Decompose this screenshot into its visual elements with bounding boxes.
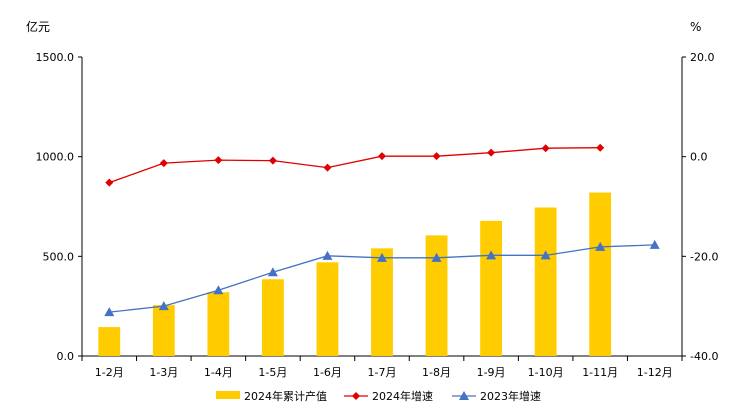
x-tick-label: 1-8月 — [422, 366, 451, 379]
x-tick-label: 1-12月 — [637, 366, 673, 379]
x-tick-label: 1-4月 — [204, 366, 233, 379]
x-axis-ticks: 1-2月 1-3月 1-4月 1-5月 1-6月 1-7月 1-8月 1-9月 1-10月 1-1… — [81, 356, 683, 379]
x-tick-label: 1-2月 — [95, 366, 124, 379]
bar-series — [98, 192, 612, 356]
triangle-marker — [486, 250, 497, 260]
left-tick-label: 0.0 — [57, 350, 75, 363]
bar — [589, 192, 612, 356]
x-tick-label: 1-11月 — [582, 366, 618, 379]
triangle-marker — [595, 241, 606, 251]
x-tick-label: 1-9月 — [477, 366, 506, 379]
triangle-marker — [431, 252, 442, 262]
bar — [316, 262, 339, 356]
right-axis-unit: % — [690, 20, 701, 34]
left-tick-label: 1000.0 — [36, 151, 75, 164]
series-line — [109, 147, 601, 184]
x-tick-label: 1-10月 — [528, 366, 564, 379]
bar — [534, 207, 557, 356]
bar — [262, 279, 284, 356]
right-tick-label: -20.0 — [690, 250, 718, 263]
triangle-marker — [377, 252, 387, 262]
diamond-marker — [378, 152, 386, 161]
bar — [425, 235, 448, 356]
right-tick-label: 20.0 — [690, 51, 715, 64]
diamond-marker — [541, 144, 550, 153]
bar — [207, 292, 230, 356]
legend-label: 2024年增速 — [372, 389, 433, 403]
bar — [371, 248, 393, 356]
legend: 2024年累计产值 2024年增速 2023年增速 — [216, 389, 541, 403]
diamond-marker — [214, 156, 223, 165]
x-tick-label: 1-6月 — [313, 366, 342, 379]
right-tick-label: -40.0 — [690, 350, 718, 363]
legend-triangle-marker — [459, 391, 469, 400]
left-axis-unit: 亿元 — [26, 19, 50, 34]
legend-bar-swatch — [216, 391, 240, 399]
legend-label: 2023年增速 — [480, 389, 541, 403]
bar — [98, 327, 121, 356]
triangle-marker — [649, 239, 660, 249]
right-axis-ticks: -40.0 -20.0 0.0 20.0 — [682, 51, 718, 363]
triangle-marker — [267, 267, 278, 277]
triangle-marker — [322, 250, 333, 260]
left-axis-ticks: 0.0 500.0 1000.0 1500.0 — [36, 51, 82, 363]
triangle-marker — [213, 285, 224, 295]
bar — [152, 305, 175, 356]
triangle-marker — [104, 307, 115, 317]
diamond-marker — [105, 178, 114, 187]
legend-diamond-marker — [352, 392, 360, 400]
diamond-marker — [596, 143, 605, 152]
x-tick-label: 1-7月 — [368, 366, 397, 379]
triangle-marker — [540, 250, 551, 260]
left-tick-label: 500.0 — [43, 250, 75, 263]
legend-label: 2024年累计产值 — [244, 389, 327, 403]
diamond-marker — [268, 156, 277, 165]
diamond-marker — [487, 148, 496, 157]
diamond-marker — [432, 152, 441, 161]
x-tick-label: 1-3月 — [149, 366, 178, 379]
x-tick-label: 1-5月 — [258, 366, 287, 379]
line-series — [104, 143, 660, 317]
triangle-marker — [158, 301, 169, 311]
bar — [480, 220, 502, 356]
diamond-marker — [323, 163, 332, 172]
right-tick-label: 0.0 — [690, 151, 708, 164]
diamond-marker — [159, 159, 168, 168]
left-tick-label: 1500.0 — [36, 51, 75, 64]
